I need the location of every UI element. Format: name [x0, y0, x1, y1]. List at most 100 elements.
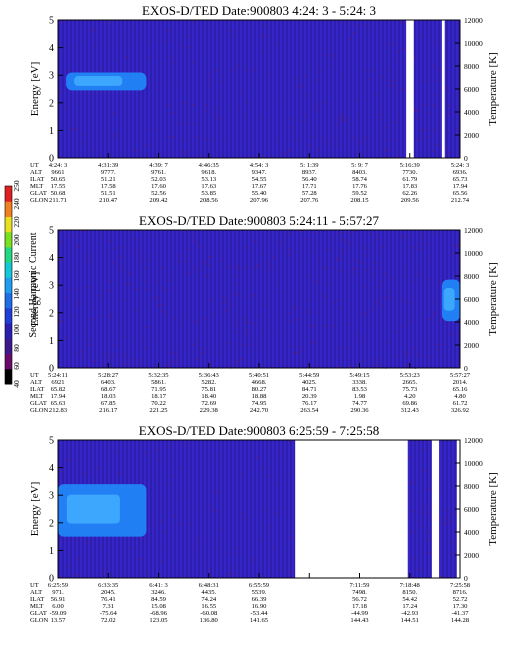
noise-speck [66, 288, 68, 290]
noise-speck [406, 353, 408, 355]
noise-speck [419, 248, 421, 250]
noise-speck [91, 92, 93, 94]
noise-speck [417, 243, 419, 245]
noise-speck [356, 24, 359, 27]
stat-cell: 18.17 [151, 393, 167, 400]
noise-speck [385, 273, 387, 275]
noise-speck [438, 284, 440, 286]
noise-speck [146, 451, 148, 453]
stat-row-name: ALT [30, 379, 42, 386]
stat-cell: 7730. [402, 169, 417, 176]
noise-speck [380, 76, 382, 78]
noise-speck [373, 262, 375, 264]
stat-cell: 6:48:31 [199, 582, 219, 589]
noise-speck [339, 22, 341, 24]
colorbar-swatch [5, 368, 12, 385]
noise-speck [308, 310, 311, 312]
stat-cell: 56.91 [51, 596, 66, 603]
noise-speck [122, 363, 124, 365]
noise-speck [174, 317, 176, 319]
stat-cell: 51.21 [101, 176, 116, 183]
noise-speck [376, 267, 378, 269]
y2-tick-label: 0 [464, 574, 468, 583]
noise-speck [433, 315, 435, 317]
stat-cell: 6:41: 3 [149, 582, 168, 589]
stat-cell: 75.73 [402, 386, 418, 393]
noise-speck [386, 242, 388, 244]
noise-speck [280, 567, 282, 569]
noise-speck [237, 282, 239, 284]
noise-speck [154, 128, 156, 130]
noise-speck [62, 259, 64, 261]
noise-speck [209, 568, 211, 570]
noise-speck [403, 22, 405, 24]
noise-speck [384, 297, 386, 299]
noise-speck [313, 244, 315, 246]
noise-speck [395, 155, 397, 157]
noise-speck [116, 260, 118, 262]
noise-speck [145, 267, 147, 269]
noise-speck [180, 324, 183, 326]
noise-speck [180, 466, 183, 468]
noise-speck [406, 234, 408, 236]
noise-speck [303, 295, 305, 297]
noise-speck [254, 69, 256, 71]
stat-cell: 16.55 [201, 603, 217, 610]
noise-speck [335, 139, 337, 141]
noise-speck [113, 112, 115, 114]
noise-speck [230, 303, 232, 305]
noise-speck [169, 446, 171, 448]
noise-speck [298, 351, 300, 353]
noise-speck [416, 138, 418, 140]
noise-speck [322, 266, 324, 268]
y-tick-label: 1 [49, 126, 54, 137]
noise-speck [422, 233, 424, 235]
noise-speck [186, 113, 189, 115]
noise-speck [354, 273, 356, 275]
noise-speck [258, 343, 260, 345]
noise-speck [146, 288, 148, 290]
noise-speck [151, 524, 153, 526]
stat-cell: 17.30 [453, 603, 469, 610]
noise-speck [170, 352, 173, 354]
noise-speck [453, 512, 455, 514]
noise-speck [219, 353, 221, 355]
stat-cell: 9761. [151, 169, 166, 176]
noise-speck [458, 106, 460, 109]
stat-cell: 290.36 [350, 407, 369, 414]
stat-cell: 20.39 [302, 393, 318, 400]
noise-speck [413, 557, 416, 559]
noise-speck [289, 255, 291, 257]
noise-speck [279, 240, 282, 242]
noise-speck [217, 95, 220, 97]
noise-speck [102, 364, 104, 366]
stat-cell: 2045. [101, 589, 116, 596]
noise-speck [208, 256, 210, 258]
data-gap [431, 440, 440, 578]
noise-speck [407, 302, 409, 304]
noise-speck [192, 234, 194, 236]
noise-speck [338, 117, 340, 119]
noise-speck [371, 309, 373, 312]
noise-speck [406, 364, 408, 366]
noise-speck [77, 305, 79, 307]
noise-speck [227, 343, 230, 345]
noise-speck [71, 252, 74, 254]
noise-speck [115, 134, 117, 136]
noise-speck [262, 467, 264, 470]
noise-speck [268, 476, 270, 478]
noise-speck [126, 56, 128, 58]
noise-speck [127, 39, 129, 41]
noise-speck [282, 329, 284, 332]
noise-speck [192, 344, 194, 346]
noise-speck [367, 24, 369, 26]
noise-speck [262, 156, 264, 158]
noise-speck [376, 363, 378, 365]
y-tick-label: 3 [49, 491, 54, 502]
stat-cell: 65.16 [453, 386, 469, 393]
noise-speck [318, 148, 320, 150]
noise-speck [434, 131, 436, 133]
noise-speck [172, 360, 174, 363]
noise-speck [440, 343, 442, 345]
noise-speck [402, 299, 404, 301]
